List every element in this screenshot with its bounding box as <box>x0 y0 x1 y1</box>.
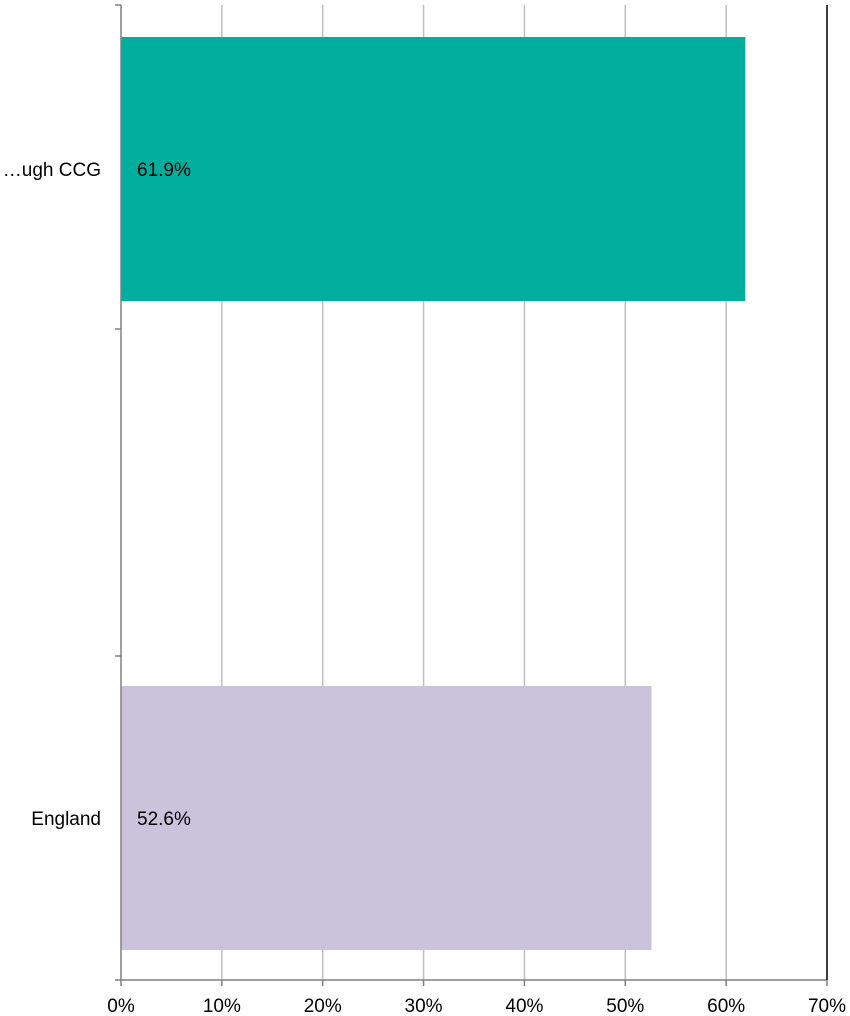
category-label: England <box>31 809 101 830</box>
category-label: …ugh CCG <box>3 160 101 181</box>
x-tick-label: 20% <box>304 996 342 1016</box>
x-tick-label: 70% <box>808 996 846 1016</box>
bars <box>121 37 746 950</box>
x-tick-label: 50% <box>606 996 644 1016</box>
x-tick-label: 60% <box>707 996 745 1016</box>
data-label: 52.6% <box>137 809 191 830</box>
x-tick-label: 10% <box>203 996 241 1016</box>
data-label: 61.9% <box>137 160 191 181</box>
x-tick-label: 0% <box>107 996 135 1016</box>
bar <box>121 686 652 950</box>
x-tick-label: 30% <box>405 996 443 1016</box>
bar <box>121 37 746 301</box>
x-tick-label: 40% <box>505 996 543 1016</box>
axes <box>115 4 828 986</box>
labels: 0% 10% 20% 30% 40% 50% 60% 70% 61.9% …ugh CCG 52.6… <box>3 160 846 1016</box>
